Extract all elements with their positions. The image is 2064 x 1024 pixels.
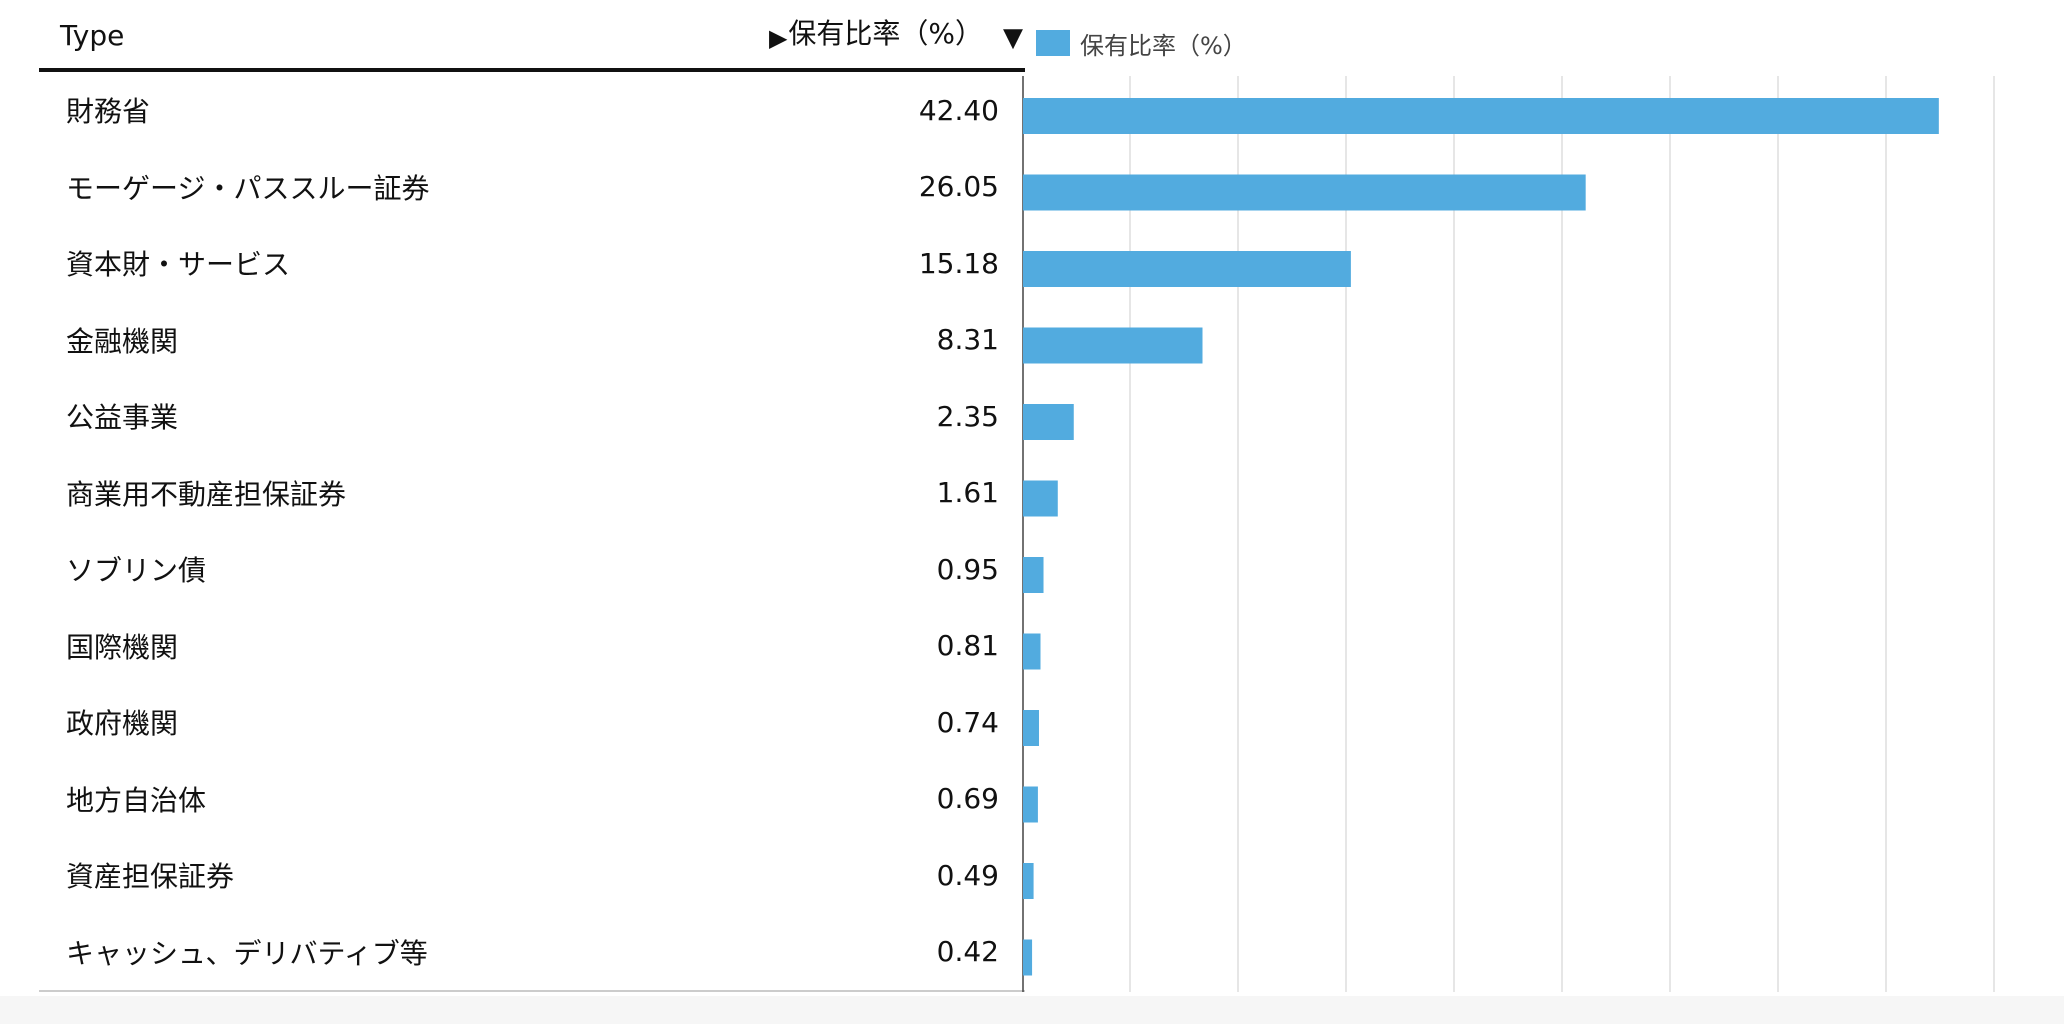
- sort-down-icon[interactable]: ▼: [1003, 23, 1023, 53]
- chart-bar[interactable]: [1023, 480, 1058, 517]
- table-header: Type ▶ 保有比率（%） ▼: [39, 0, 1025, 72]
- table-row: ソブリン債 0.95: [39, 531, 1025, 608]
- row-ratio-value: 0.49: [936, 858, 999, 892]
- row-type-label: キャッシュ、デリバティブ等: [66, 936, 428, 970]
- row-ratio-value: 0.42: [936, 935, 999, 969]
- row-type-label: 公益事業: [66, 401, 179, 435]
- holdings-table: 財務省 42.40 モーゲージ・パススルー証券 26.05 資本財・サービス 15.18 金…: [39, 72, 1025, 992]
- table-row: モーゲージ・パススルー証券 26.05: [39, 149, 1025, 226]
- chart-gridlines: [1022, 76, 1995, 992]
- row-type-label: 資産担保証券: [66, 860, 235, 894]
- row-ratio-value: 2.35: [936, 399, 999, 433]
- table-row: 商業用不動産担保証券 1.61: [39, 455, 1025, 532]
- row-ratio-value: 15.18: [918, 246, 999, 280]
- chart-legend: 保有比率（%）: [1036, 28, 1247, 60]
- row-ratio-value: 1.61: [936, 476, 999, 510]
- legend-swatch: [1036, 30, 1070, 56]
- page-footer-band: [0, 996, 2064, 1024]
- sort-arrow-icon[interactable]: ▶: [769, 24, 788, 52]
- row-type-label: 政府機関: [66, 707, 179, 741]
- table-row: 資本財・サービス 15.18: [39, 225, 1025, 302]
- table-row: 金融機関 8.31: [39, 302, 1025, 379]
- table-row: キャッシュ、デリバティブ等 0.42: [39, 914, 1025, 991]
- row-type-label: 商業用不動産担保証券: [66, 477, 347, 511]
- row-ratio-value: 42.40: [918, 93, 999, 127]
- chart-bar[interactable]: [1023, 557, 1044, 593]
- row-type-label: 国際機関: [66, 630, 179, 664]
- table-row: 政府機関 0.74: [39, 684, 1025, 761]
- chart-bar[interactable]: [1023, 327, 1203, 364]
- legend-label: 保有比率（%）: [1080, 31, 1247, 60]
- table-row: 公益事業 2.35: [39, 378, 1025, 455]
- chart-bar[interactable]: [1023, 404, 1074, 440]
- row-type-label: 財務省: [66, 95, 151, 129]
- type-column-header[interactable]: Type: [60, 19, 125, 52]
- holding-ratio-column-header[interactable]: 保有比率（%）: [788, 17, 983, 50]
- row-ratio-value: 0.69: [936, 782, 999, 816]
- row-type-label: モーゲージ・パススルー証券: [66, 171, 430, 205]
- row-ratio-value: 0.95: [936, 552, 999, 586]
- table-row: 財務省 42.40: [39, 72, 1025, 149]
- chart-bar[interactable]: [1023, 863, 1034, 899]
- row-type-label: 金融機関: [66, 324, 179, 358]
- chart-bar[interactable]: [1023, 786, 1038, 823]
- row-type-label: 地方自治体: [66, 783, 207, 817]
- table-row: 国際機関 0.81: [39, 608, 1025, 685]
- chart-bar[interactable]: [1023, 633, 1041, 670]
- table-row: 資産担保証券 0.49: [39, 837, 1025, 914]
- chart-bar[interactable]: [1023, 710, 1039, 746]
- table-row: 地方自治体 0.69: [39, 761, 1025, 838]
- row-ratio-value: 8.31: [936, 323, 999, 357]
- row-ratio-value: 26.05: [918, 170, 999, 204]
- row-type-label: 資本財・サービス: [66, 248, 291, 282]
- holdings-bar-chart: [1022, 76, 1995, 992]
- row-type-label: ソブリン債: [66, 554, 207, 588]
- chart-bar[interactable]: [1023, 98, 1939, 134]
- row-ratio-value: 0.81: [936, 629, 999, 663]
- chart-bar[interactable]: [1023, 174, 1586, 211]
- chart-bars: [1023, 98, 1939, 976]
- chart-bar[interactable]: [1023, 251, 1351, 287]
- chart-bar[interactable]: [1023, 939, 1033, 976]
- row-ratio-value: 0.74: [936, 705, 999, 739]
